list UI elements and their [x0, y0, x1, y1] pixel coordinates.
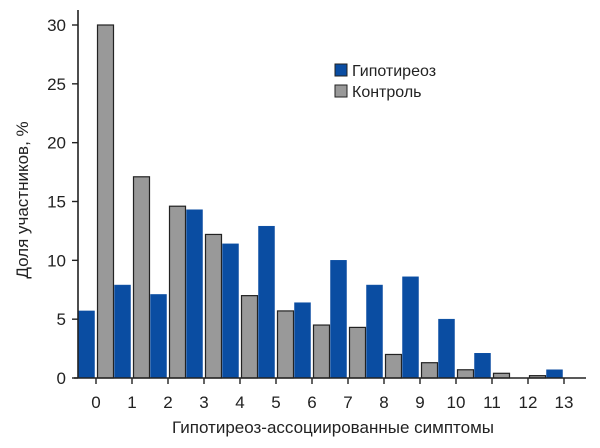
bar-control-10 — [456, 369, 475, 379]
bar-hypothyroidism-7 — [330, 260, 347, 379]
bar-hypothyroidism-1 — [114, 284, 131, 379]
x-tick-label: 9 — [415, 393, 424, 412]
legend-label-hypothyroidism: Гипотиреоз — [352, 63, 436, 80]
bar-hypothyroidism-6 — [294, 302, 311, 379]
y-tick-label: 0 — [57, 369, 66, 388]
bar-control-5 — [276, 310, 295, 379]
y-axis-title: Доля участников, % — [13, 121, 32, 278]
x-tick-label: 0 — [91, 393, 100, 412]
bar-control-7 — [348, 326, 367, 379]
bar-hypothyroidism-3 — [186, 209, 203, 379]
bar-hypothyroidism-10 — [438, 318, 455, 379]
x-tick-label: 13 — [555, 393, 574, 412]
bar-control-1 — [132, 176, 151, 379]
bar-control-8 — [384, 353, 403, 379]
bar-hypothyroidism-9 — [402, 276, 419, 379]
bar-control-0 — [96, 24, 115, 379]
x-tick-label: 7 — [343, 393, 352, 412]
x-axis-title: Гипотиреоз-ассоциированные симптомы — [172, 418, 494, 437]
legend-label-control: Контроль — [352, 84, 422, 101]
x-tick-label: 6 — [307, 393, 316, 412]
x-tick-label: 12 — [519, 393, 538, 412]
legend: Гипотиреоз Контроль — [334, 63, 436, 101]
bar-hypothyroidism-13 — [546, 369, 563, 379]
x-tick-label: 2 — [163, 393, 172, 412]
bar-control-3 — [204, 233, 223, 379]
bar-control-9 — [420, 362, 439, 379]
y-axis-ticks: 0 5 10 15 20 25 30 — [47, 16, 78, 388]
bars-group — [78, 24, 563, 379]
bar-control-6 — [312, 324, 331, 379]
legend-swatch-hypothyroidism — [334, 63, 348, 77]
x-tick-label: 5 — [271, 393, 280, 412]
y-tick-label: 25 — [47, 75, 66, 94]
bar-control-4 — [240, 295, 259, 379]
bar-hypothyroidism-4 — [222, 243, 239, 379]
x-tick-label: 4 — [235, 393, 244, 412]
bar-hypothyroidism-5 — [258, 225, 275, 379]
x-tick-label: 10 — [447, 393, 466, 412]
x-tick-label: 1 — [127, 393, 136, 412]
x-tick-label: 11 — [483, 393, 501, 412]
bar-control-2 — [168, 205, 187, 379]
x-axis-ticks: 0 1 2 3 4 5 6 7 8 9 10 11 12 13 — [91, 378, 573, 412]
bar-hypothyroidism-2 — [150, 294, 167, 379]
y-tick-label: 5 — [57, 310, 66, 329]
y-tick-label: 20 — [47, 134, 66, 153]
bar-hypothyroidism-11 — [474, 353, 491, 379]
bar-hypothyroidism-0 — [78, 310, 95, 379]
y-tick-label: 15 — [47, 193, 66, 212]
y-tick-label: 30 — [47, 16, 66, 35]
x-tick-label: 3 — [199, 393, 208, 412]
y-tick-label: 10 — [47, 251, 66, 270]
legend-swatch-control — [334, 84, 348, 98]
x-tick-label: 8 — [379, 393, 388, 412]
bar-hypothyroidism-8 — [366, 284, 383, 379]
